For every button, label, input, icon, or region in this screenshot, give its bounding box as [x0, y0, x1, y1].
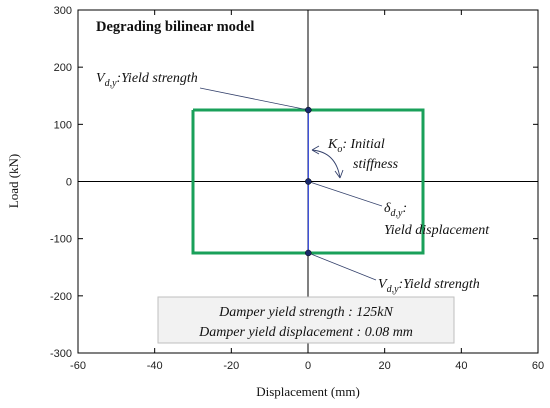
x-tick-label: -40 — [147, 360, 163, 372]
chart-title: Degrading bilinear model — [96, 19, 254, 35]
vdy-top-label: Vd,y:Yield strength — [96, 71, 198, 89]
x-axis-ticks: -60 -40 -20 0 20 40 60 — [70, 10, 544, 372]
data-point — [305, 178, 312, 185]
x-tick-label: 40 — [455, 360, 467, 372]
vdy-bottom-leader — [308, 252, 377, 281]
info-box-line1: Damper yield strength : 125kN — [218, 305, 393, 320]
vdy-top-symbol: V — [96, 71, 106, 86]
stiffness-arrowhead-bottom — [334, 169, 344, 179]
delta-sub: d,y — [391, 208, 404, 219]
vdy-bottom-symbol: V — [378, 277, 388, 292]
ko-label: Ko: Initial — [327, 137, 385, 155]
x-tick-label: 0 — [305, 360, 311, 372]
info-box — [157, 296, 455, 344]
ko-label-line2: stiffness — [353, 157, 399, 172]
ko-text: : Initial — [342, 137, 384, 152]
vdy-top-text: :Yield strength — [117, 71, 198, 86]
delta-label: δd,y: — [384, 201, 407, 219]
vdy-top-sub: d,y — [105, 78, 118, 89]
data-point — [305, 249, 312, 257]
stiffness-arc — [311, 149, 341, 179]
delta-leader — [308, 181, 383, 207]
ko-sub: o — [337, 144, 342, 155]
vdy-bottom-text: :Yield strength — [399, 277, 480, 292]
y-tick-label: 200 — [54, 62, 72, 74]
data-points — [305, 106, 312, 257]
vdy-bottom-label: Vd,y:Yield strength — [378, 277, 480, 295]
y-tick-label: -100 — [50, 234, 72, 246]
x-tick-label: -60 — [70, 360, 86, 372]
y-tick-label: -300 — [50, 348, 72, 360]
y-tick-label: -200 — [50, 291, 72, 303]
vdy-top-leader — [199, 87, 309, 111]
x-tick-label: 20 — [379, 360, 391, 372]
leader-lines — [199, 87, 383, 281]
y-tick-label: 100 — [54, 119, 72, 131]
data-point — [305, 106, 312, 114]
envelope-series-line — [191, 108, 425, 255]
x-axis-title: Displacement (mm) — [256, 384, 360, 399]
stiffness-arrowhead-top — [311, 145, 320, 155]
y-axis-title: Load (kN) — [6, 154, 21, 209]
delta-symbol: δ — [384, 201, 391, 216]
info-box-line2: Damper yield displacement : 0.08 mm — [198, 325, 413, 340]
ko-symbol: K — [327, 137, 338, 152]
y-axis-ticks: -300 -200 -100 0 100 200 300 — [50, 5, 538, 360]
y-tick-label: 300 — [54, 5, 72, 17]
y-tick-label: 0 — [66, 177, 72, 189]
x-tick-label: -20 — [223, 360, 239, 372]
delta-label-line2: Yield displacement — [384, 223, 490, 238]
x-tick-label: 60 — [532, 360, 544, 372]
delta-text: : — [402, 201, 407, 216]
vdy-bottom-sub: d,y — [387, 284, 400, 295]
